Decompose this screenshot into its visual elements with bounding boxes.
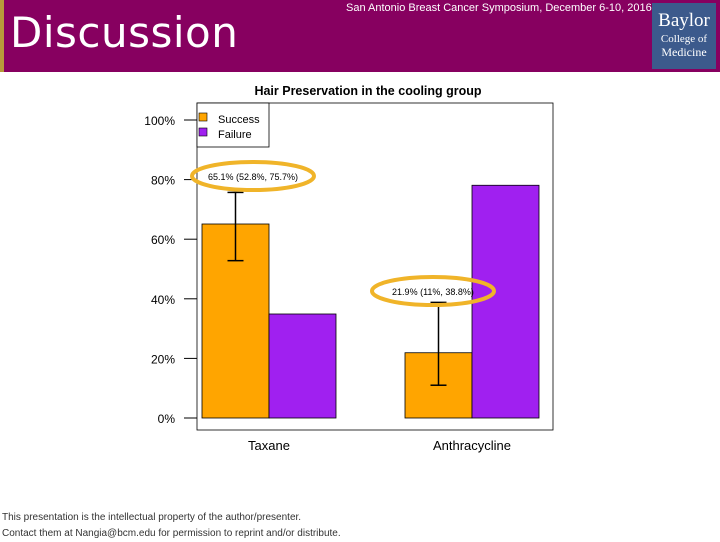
y-tick-label-0: 0% [158, 412, 176, 426]
baylor-logo: Baylor College of Medicine [652, 3, 716, 69]
y-axis-ticks [184, 119, 197, 419]
error-bars [227, 191, 447, 386]
y-tick-label-60: 60% [151, 233, 175, 247]
legend-swatch-success [198, 112, 208, 122]
logo-line-3: Medicine [661, 45, 707, 59]
y-tick-label-40: 40% [151, 293, 175, 307]
y-tick-label-100: 100% [144, 114, 175, 128]
x-label-taxane: Taxane [248, 438, 290, 453]
conference-name: San Antonio Breast Cancer Symposium, Dec… [346, 2, 652, 14]
slide-header: Discussion San Antonio Breast Cancer Sym… [0, 0, 720, 72]
bars [201, 184, 540, 419]
annotation-taxane: 65.1% (52.8%, 75.7%) [208, 172, 298, 182]
highlight-ellipse-taxane [190, 160, 316, 192]
footer-disclaimer: This presentation is the intellectual pr… [2, 510, 341, 542]
plot-frame [196, 102, 554, 431]
legend: Success Failure [196, 102, 270, 148]
x-label-anthracycline: Anthracycline [433, 438, 511, 453]
highlight-ellipse-anthracycline [370, 275, 496, 307]
legend-box [196, 102, 270, 148]
footer-line-1: This presentation is the intellectual pr… [2, 512, 302, 523]
x-axis-category-labels: Taxane Anthracycline [248, 438, 511, 453]
y-tick-label-20: 20% [151, 352, 175, 366]
annotations: 65.1% (52.8%, 75.7%) 21.9% (11%, 38.8%) [190, 160, 496, 307]
bar-failure-anthracycline [471, 184, 540, 419]
slide-title: Discussion [10, 8, 239, 57]
annotation-anthracycline: 21.9% (11%, 38.8%) [392, 287, 474, 297]
bar-failure-taxane [268, 313, 337, 419]
legend-swatch-failure [198, 127, 208, 137]
logo-line-1: Baylor [658, 10, 710, 31]
y-axis-tick-labels: 0% 20% 40% 60% 80% 100% [144, 114, 175, 426]
legend-label-success: Success [218, 114, 260, 126]
footer-line-2: Contact them at Nangia@bcm.edu for permi… [2, 528, 341, 539]
y-tick-label-80: 80% [151, 174, 175, 188]
legend-label-failure: Failure [218, 129, 252, 141]
chart-title: Hair Preservation in the cooling group [254, 84, 481, 98]
logo-line-2: College of [660, 33, 708, 45]
header-accent-stripe [0, 0, 4, 72]
